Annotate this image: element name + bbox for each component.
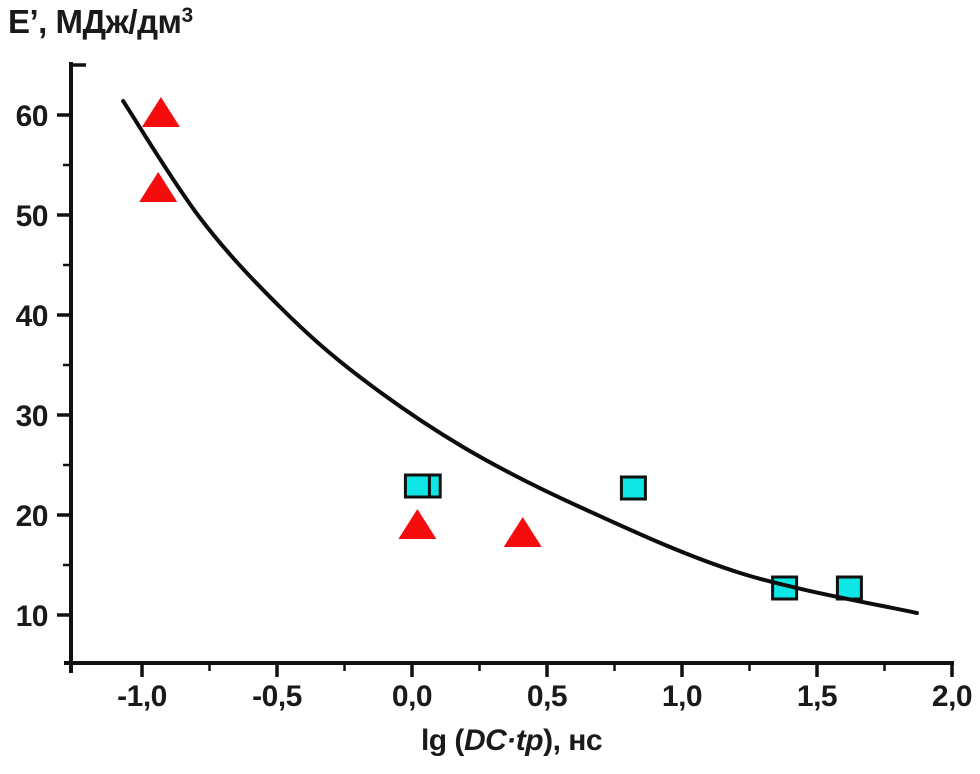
y-tick-label: 10 bbox=[16, 600, 48, 633]
data-point-triangle bbox=[141, 97, 180, 127]
y-tick-label: 50 bbox=[16, 200, 48, 233]
fit-curve bbox=[121, 99, 919, 615]
data-point-square bbox=[619, 475, 647, 501]
data-point-triangle bbox=[503, 517, 542, 547]
y-tick-label: 40 bbox=[16, 300, 48, 333]
x-axis-title-prefix: lg ( bbox=[420, 724, 465, 757]
x-tick-label: 1,5 bbox=[797, 680, 837, 713]
x-tick-label: -1,0 bbox=[117, 680, 167, 713]
data-point-triangle bbox=[398, 509, 437, 539]
y-axis-title-exponent: 3 bbox=[181, 4, 193, 27]
x-tick-label: 2,0 bbox=[932, 680, 972, 713]
data-point-square bbox=[403, 473, 431, 499]
x-axis-title-suffix: ), нс bbox=[543, 724, 603, 757]
data-point-triangle bbox=[139, 172, 178, 202]
x-axis-title-variable: DC·tp bbox=[463, 724, 544, 757]
x-tick-label: 0,0 bbox=[392, 680, 432, 713]
y-axis-title: Е’, МДж/дм3 bbox=[8, 3, 193, 41]
y-tick-label: 60 bbox=[16, 100, 48, 133]
y-tick-label: 20 bbox=[16, 500, 48, 533]
x-axis-title: lg (DC·tp), нс bbox=[71, 724, 952, 758]
y-axis-title-text: Е’, МДж/дм bbox=[8, 3, 182, 40]
x-tick-label: -0,5 bbox=[252, 680, 302, 713]
x-tick-label: 1,0 bbox=[662, 680, 702, 713]
y-tick-label: 30 bbox=[16, 400, 48, 433]
x-tick-label: 0,5 bbox=[527, 680, 567, 713]
